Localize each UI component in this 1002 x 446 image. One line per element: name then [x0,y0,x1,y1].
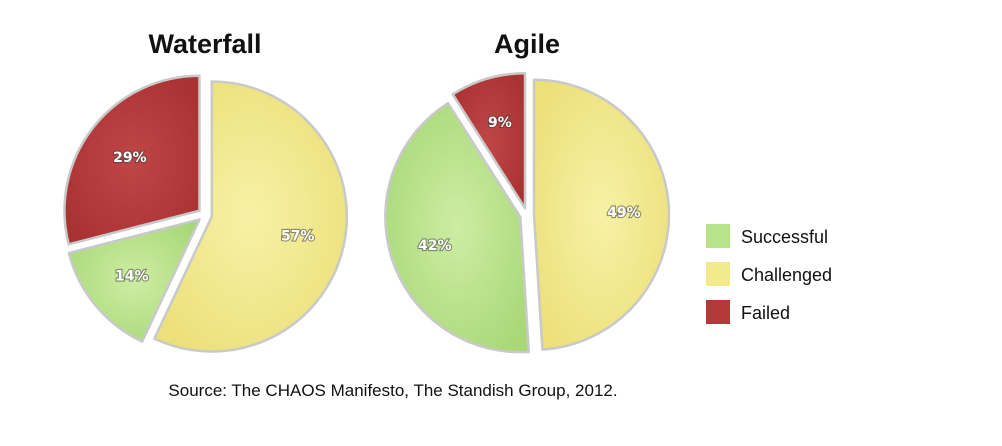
waterfall-label-successful: 14% [115,269,149,285]
waterfall-slice-successful [67,218,201,343]
agile-pie: 49% 42% 9% [384,72,671,354]
legend-item-challenged: Challenged [706,262,832,286]
source-caption: Source: The CHAOS Manifesto, The Standis… [168,381,617,400]
legend-item-failed: Failed [706,300,790,324]
agile-slice-challenged [532,78,671,351]
legend-label-successful: Successful [741,227,828,247]
legend-swatch-successful [706,224,730,248]
legend-item-successful: Successful [706,224,828,248]
agile-label-challenged: 49% [607,205,641,221]
legend-label-failed: Failed [741,303,790,323]
waterfall-pie: 57% 14% 29% [63,74,349,353]
waterfall-title: Waterfall [148,29,261,59]
agile-slice-successful [384,101,531,354]
waterfall-label-challenged: 57% [281,229,315,245]
agile-title: Agile [494,29,560,59]
legend: Successful Challenged Failed [706,224,832,324]
waterfall-slice-challenged [153,80,349,353]
waterfall-label-failed: 29% [113,150,147,166]
agile-slice-failed [451,72,527,210]
legend-swatch-failed [706,300,730,324]
legend-label-challenged: Challenged [741,265,832,285]
agile-label-failed: 9% [488,115,512,131]
waterfall-slice-failed [63,74,201,246]
legend-swatch-challenged [706,262,730,286]
agile-label-successful: 42% [418,238,452,254]
